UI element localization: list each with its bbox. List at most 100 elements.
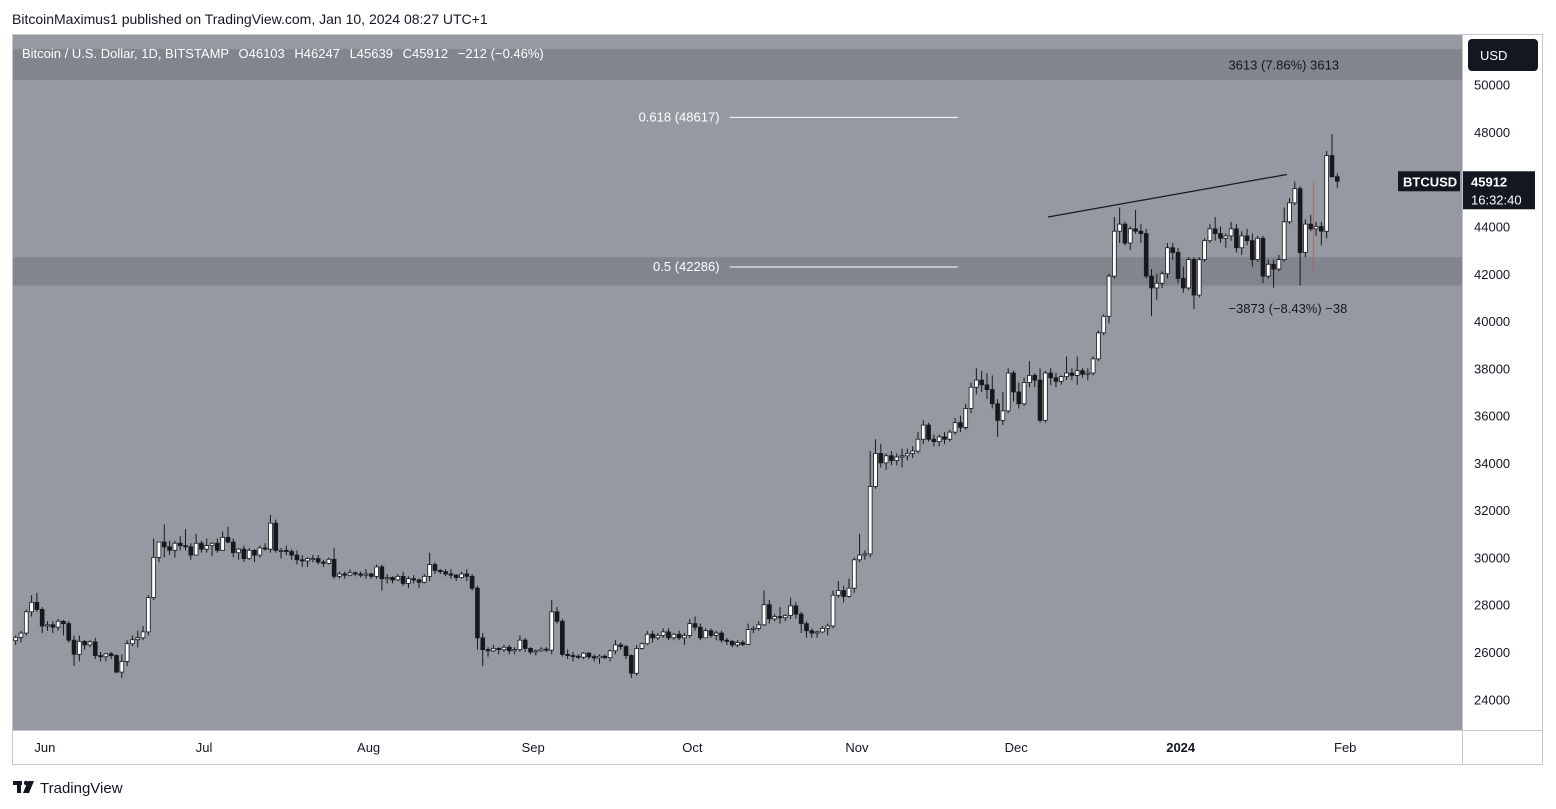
candle-body — [660, 631, 666, 636]
plot-area[interactable] — [13, 35, 1462, 730]
candle-body — [1048, 372, 1053, 379]
candle-body — [1069, 372, 1075, 376]
candle-body — [77, 640, 82, 655]
candle-body — [294, 554, 300, 561]
candle-body — [655, 635, 661, 639]
candle-body — [1218, 233, 1223, 239]
candle-body — [119, 661, 125, 673]
candle-body — [544, 648, 549, 651]
candle-body — [607, 650, 613, 659]
candle-body — [464, 573, 470, 577]
candle-body — [692, 623, 698, 628]
candle-body — [379, 566, 385, 580]
candle-body — [883, 455, 889, 464]
candle-body — [570, 655, 576, 657]
candle-body — [1324, 155, 1329, 232]
price-tick-label: 24000 — [1474, 692, 1510, 707]
candle-body — [491, 648, 496, 652]
candle-body — [841, 590, 846, 597]
candle-body — [50, 624, 56, 628]
candle-body — [565, 653, 570, 656]
candle-body — [501, 646, 507, 651]
candle-body — [331, 558, 337, 577]
candle-body — [1175, 252, 1181, 279]
candle-body — [273, 522, 279, 551]
candle-body — [98, 655, 103, 658]
candle-body — [1329, 155, 1335, 178]
candle-body — [400, 575, 406, 584]
candle-body — [45, 624, 50, 627]
candle-body — [1255, 237, 1260, 260]
candle-body — [618, 644, 624, 647]
candle-body — [751, 627, 756, 630]
candle-body — [257, 547, 263, 556]
candle-body — [1096, 332, 1101, 360]
footer-brand: TradingView — [40, 780, 123, 797]
time-tick-label: 2024 — [1166, 740, 1196, 755]
candle-body — [108, 653, 114, 656]
candle-body — [172, 542, 178, 551]
fib-level-label: 0.618 (48617) — [639, 109, 720, 124]
candle-body — [825, 625, 831, 629]
candle-body — [246, 549, 252, 560]
trendline-layer[interactable] — [1047, 173, 1287, 218]
candle-body — [103, 653, 109, 658]
candle-body — [326, 558, 332, 564]
candle-body — [708, 630, 714, 636]
candle-body — [188, 546, 194, 556]
candle-body — [34, 601, 40, 610]
candle-body — [698, 626, 703, 639]
price-tick-label: 34000 — [1474, 456, 1510, 471]
candle-body — [469, 575, 475, 589]
candle-body — [416, 579, 422, 583]
candle-body — [894, 456, 900, 461]
candle-body — [1112, 230, 1117, 277]
candle-body — [1133, 228, 1138, 232]
candle-body — [1170, 247, 1176, 253]
time-axis[interactable]: Jun Jul Aug Sep Oct Nov Dec 2024 Feb — [34, 740, 1356, 755]
candle-body — [820, 627, 825, 633]
zone-band — [13, 257, 1462, 286]
currency-button[interactable]: USD — [1468, 39, 1538, 71]
candle-body — [873, 453, 878, 487]
candle-body — [289, 551, 294, 556]
candle-body — [687, 623, 693, 636]
candle-body — [671, 633, 677, 639]
candle-body — [422, 575, 427, 583]
legend-change: −212 (−0.46%) — [458, 46, 544, 61]
candle-body — [867, 486, 873, 555]
measures-layer: 3613 (7.86%) 3613 −3873 (−8.43%) −38 — [1228, 58, 1347, 316]
candle-body — [130, 639, 135, 645]
candle-body — [522, 639, 528, 649]
candle-body — [591, 656, 597, 659]
tradingview-logo[interactable]: TradingView — [13, 780, 123, 797]
candle-body — [889, 455, 894, 461]
candle-body — [809, 630, 815, 634]
candle-body — [777, 616, 783, 619]
candle-body — [528, 648, 533, 653]
candle-body — [1260, 237, 1266, 277]
candle-body — [225, 536, 231, 543]
price-tick-label: 40000 — [1474, 314, 1510, 329]
candle-body — [1234, 228, 1239, 249]
candle-body — [1074, 370, 1080, 376]
candle-body — [1149, 275, 1154, 289]
candle-body — [756, 624, 762, 629]
candle-body — [236, 548, 241, 554]
legend: Bitcoin / U.S. Dollar, 1D, BITSTAMP O461… — [22, 46, 544, 61]
candle-body — [262, 547, 268, 550]
candles-layer — [13, 134, 1340, 678]
candle-body — [183, 545, 188, 548]
candle-body — [512, 649, 517, 652]
candle-body — [453, 574, 459, 578]
candle-body — [703, 630, 708, 639]
candle-body — [374, 566, 379, 577]
candle-body — [406, 578, 411, 584]
candle-body — [814, 631, 820, 634]
price-tick-label: 32000 — [1474, 503, 1510, 518]
price-tag-symbol: BTCUSD — [1403, 174, 1457, 189]
candle-body — [1106, 275, 1112, 317]
candle-body — [899, 455, 905, 458]
candle-body — [347, 572, 353, 576]
